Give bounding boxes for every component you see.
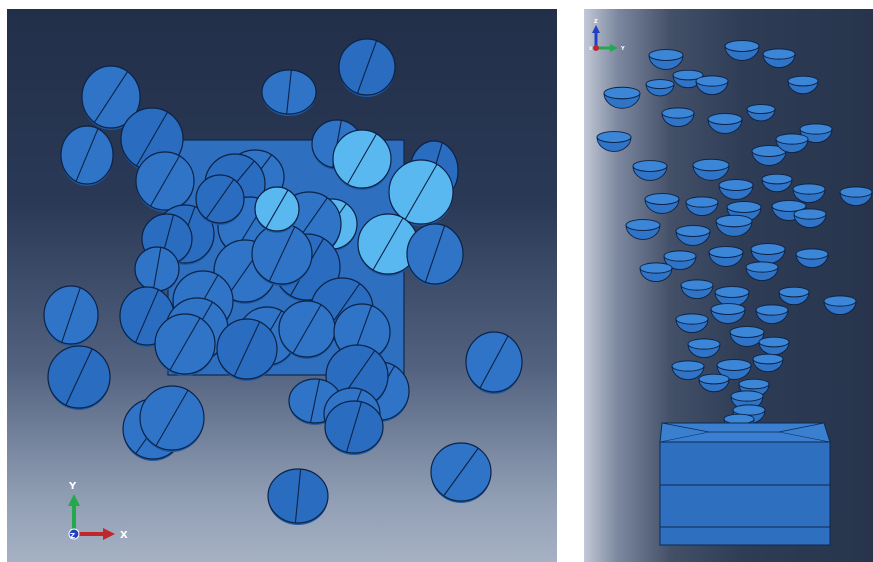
particle-hemisphere xyxy=(724,40,760,61)
particle-disc xyxy=(332,129,392,190)
particle-hemisphere xyxy=(698,373,730,393)
particle-disc xyxy=(81,65,141,130)
particle-disc xyxy=(43,285,99,346)
particle-hemisphere xyxy=(603,86,641,109)
particle-hemisphere xyxy=(792,183,826,204)
particle-hemisphere xyxy=(762,48,796,69)
particle-disc xyxy=(60,125,114,186)
particle-hemisphere xyxy=(750,243,786,264)
particle-disc xyxy=(47,345,111,410)
particle-disc xyxy=(357,213,419,276)
view-triad-side: Z Y X xyxy=(589,19,625,52)
axis-label-z-side: Z xyxy=(594,19,598,25)
particle-disc xyxy=(465,331,523,394)
particle-hemisphere xyxy=(752,353,784,373)
particle-hemisphere xyxy=(680,279,714,300)
particle-hemisphere xyxy=(746,104,776,122)
particle-hemisphere xyxy=(745,261,779,282)
view-triad: Y X Z xyxy=(68,481,128,541)
particle-hemisphere xyxy=(692,158,730,181)
particle-disc xyxy=(139,385,205,452)
particle-disc xyxy=(251,223,313,286)
particle-disc xyxy=(135,151,195,212)
particle-disc xyxy=(154,313,216,376)
axis-label-z: Z xyxy=(70,532,75,540)
particle-disc xyxy=(430,442,492,503)
particle-hemisphere xyxy=(648,49,684,70)
side-view-scene: Z Y X xyxy=(589,19,873,546)
viewport-top-view[interactable]: Y X Z xyxy=(7,9,557,562)
particle-hemisphere xyxy=(787,75,819,95)
viewport-side-view[interactable]: Z Y X xyxy=(584,9,873,562)
axis-label-x-side: X xyxy=(589,46,592,51)
particle-disc xyxy=(216,318,278,381)
particle-disc xyxy=(278,300,336,359)
particle-disc xyxy=(261,69,317,116)
axis-label-y: Y xyxy=(68,481,77,492)
particle-hemisphere xyxy=(793,208,827,229)
particle-hemisphere xyxy=(778,286,810,306)
particle-hemisphere xyxy=(707,113,743,134)
particle-hemisphere xyxy=(708,246,744,267)
particle-hemisphere xyxy=(675,225,711,246)
particle-hemisphere xyxy=(644,193,680,214)
top-view-scene: Y X Z xyxy=(43,38,523,541)
particle-hemisphere xyxy=(675,313,709,334)
particle-hemisphere xyxy=(625,219,661,240)
particle-hemisphere xyxy=(663,250,697,271)
particle-hemisphere xyxy=(645,79,675,97)
particle-hemisphere xyxy=(755,304,789,325)
particle-disc xyxy=(195,174,245,225)
particle-hemisphere xyxy=(685,196,719,217)
particle-hemisphere xyxy=(639,262,673,283)
particle-disc xyxy=(406,223,464,286)
particle-hemisphere xyxy=(758,336,790,356)
particle-disc xyxy=(388,159,454,226)
particle-hemisphere xyxy=(718,179,754,200)
particle-hemisphere xyxy=(632,160,668,181)
particle-disc xyxy=(254,186,300,233)
particle-hemisphere xyxy=(775,133,809,154)
particle-hemisphere xyxy=(823,295,857,316)
particle-hemisphere xyxy=(687,338,721,359)
particle-hemisphere xyxy=(715,214,753,237)
particle-hemisphere xyxy=(710,303,746,324)
particle-hemisphere xyxy=(839,186,873,207)
particle-disc xyxy=(338,38,396,97)
particle-hemisphere xyxy=(761,173,793,193)
container-box-side xyxy=(659,422,831,546)
particle-disc xyxy=(324,400,384,455)
particle-hemisphere xyxy=(695,75,729,96)
axis-label-x: X xyxy=(120,530,128,541)
particle-disc xyxy=(267,468,329,525)
particle-hemisphere xyxy=(596,131,632,152)
particle-disc xyxy=(134,246,180,293)
axis-label-y-side: Y xyxy=(620,46,625,52)
particle-hemisphere xyxy=(671,360,705,381)
particle-hemisphere xyxy=(795,248,829,269)
particle-hemisphere xyxy=(729,326,765,347)
particle-hemisphere xyxy=(661,107,695,128)
particle-hemisphere xyxy=(672,69,704,89)
